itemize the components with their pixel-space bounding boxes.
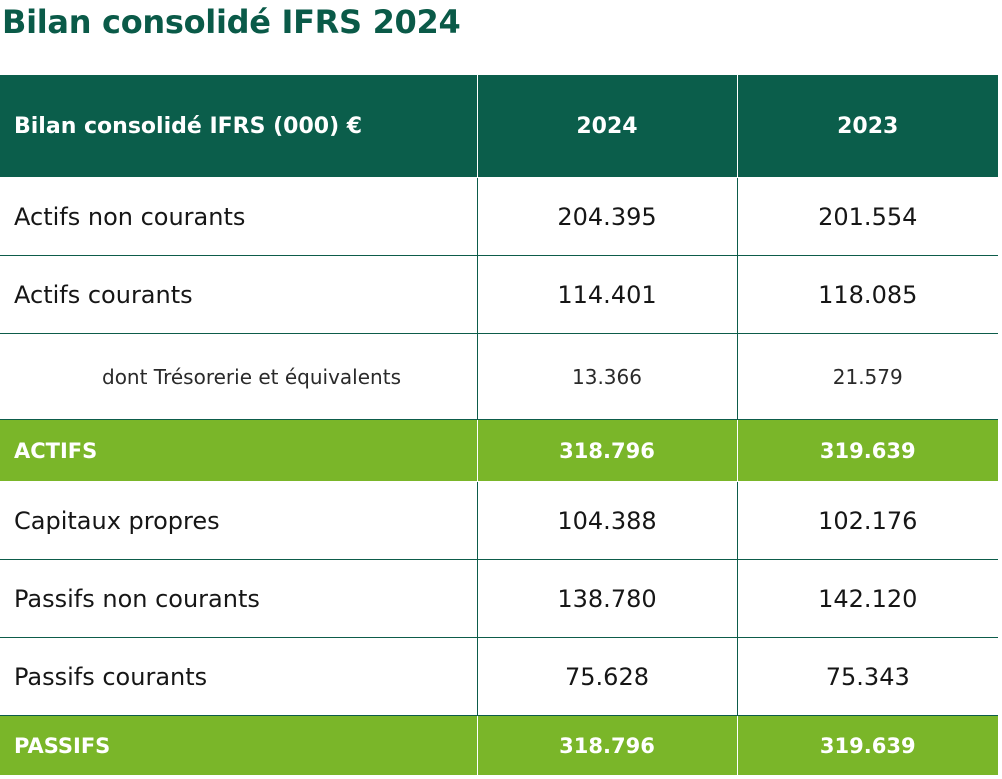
- row-label: Actifs courants: [0, 255, 478, 334]
- total-2023: 319.639: [736, 419, 998, 482]
- total-2024: 318.796: [476, 419, 738, 482]
- table-row-sub: dont Trésorerie et équivalents 13.366 21…: [0, 333, 998, 420]
- column-header-label: Bilan consolidé IFRS (000) €: [0, 75, 478, 178]
- value-2023: 75.343: [736, 637, 998, 716]
- row-label: Actifs non courants: [0, 177, 478, 256]
- value-2023: 102.176: [736, 481, 998, 560]
- column-header-2024: 2024: [476, 75, 738, 178]
- table-row: Passifs non courants 138.780 142.120: [0, 559, 998, 638]
- total-label: ACTIFS: [0, 419, 478, 482]
- balance-sheet-table: Bilan consolidé IFRS (000) € 2024 2023 A…: [0, 75, 998, 775]
- table-row: Actifs non courants 204.395 201.554: [0, 177, 998, 256]
- value-2024: 204.395: [476, 177, 738, 256]
- column-header-2023: 2023: [736, 75, 998, 178]
- page-title: Bilan consolidé IFRS 2024: [2, 3, 461, 41]
- table-row: Capitaux propres 104.388 102.176: [0, 481, 998, 560]
- row-label: dont Trésorerie et équivalents: [0, 333, 478, 420]
- table-row-total: ACTIFS 318.796 319.639: [0, 419, 998, 482]
- row-label: Passifs non courants: [0, 559, 478, 638]
- table-row-total: PASSIFS 318.796 319.639: [0, 715, 998, 775]
- value-2024: 138.780: [476, 559, 738, 638]
- table-row: Passifs courants 75.628 75.343: [0, 637, 998, 716]
- row-label: Passifs courants: [0, 637, 478, 716]
- value-2024: 13.366: [476, 333, 738, 420]
- value-2024: 75.628: [476, 637, 738, 716]
- total-2023: 319.639: [736, 715, 998, 775]
- row-label: Capitaux propres: [0, 481, 478, 560]
- value-2023: 118.085: [736, 255, 998, 334]
- total-2024: 318.796: [476, 715, 738, 775]
- table-row: Actifs courants 114.401 118.085: [0, 255, 998, 334]
- total-label: PASSIFS: [0, 715, 478, 775]
- table-header-row: Bilan consolidé IFRS (000) € 2024 2023: [0, 75, 998, 178]
- value-2024: 104.388: [476, 481, 738, 560]
- value-2023: 21.579: [736, 333, 998, 420]
- value-2024: 114.401: [476, 255, 738, 334]
- value-2023: 142.120: [736, 559, 998, 638]
- value-2023: 201.554: [736, 177, 998, 256]
